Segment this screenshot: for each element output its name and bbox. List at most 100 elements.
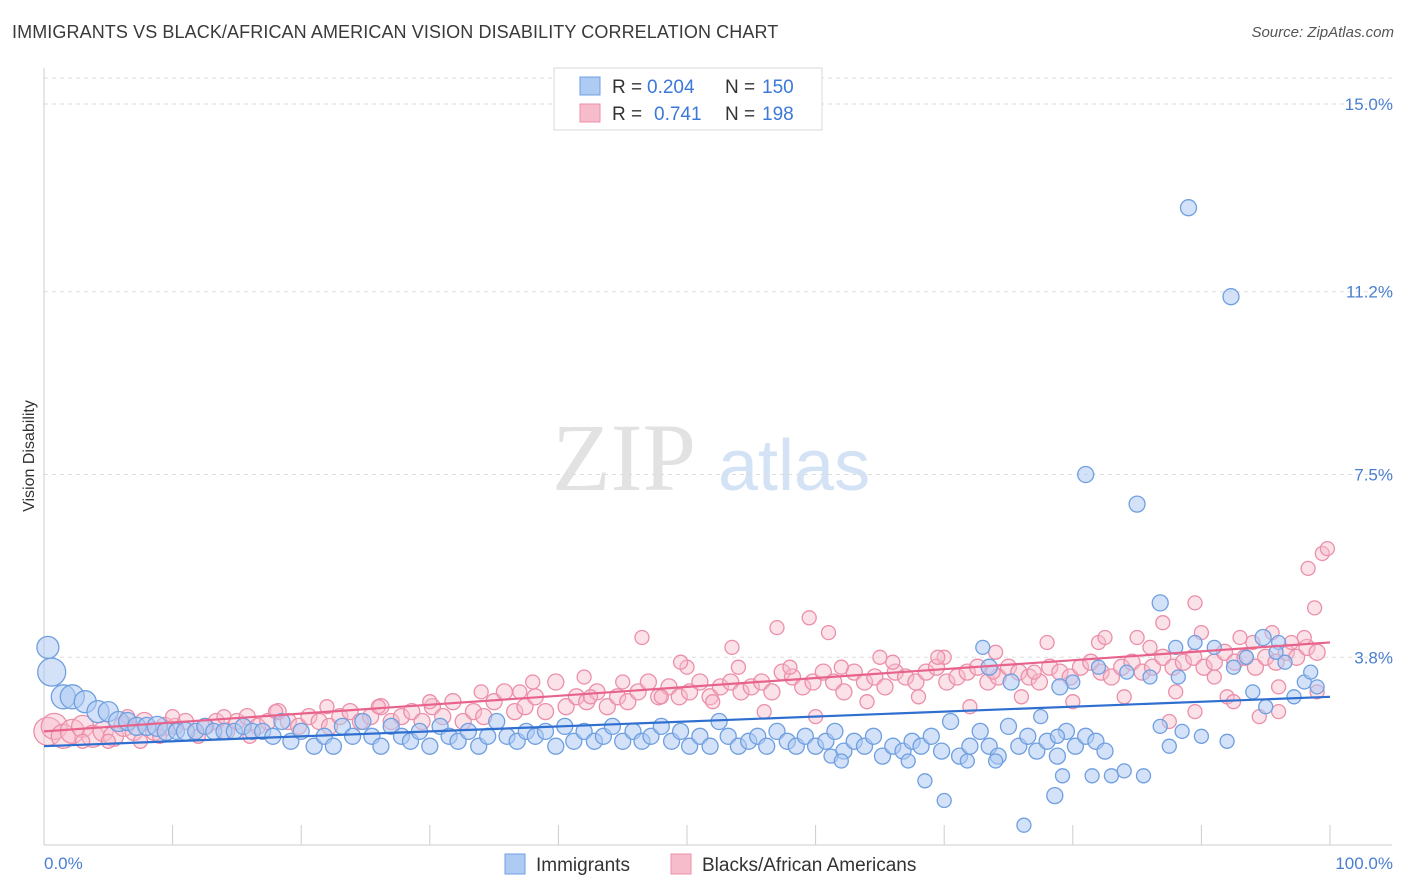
immigrants-point-158 — [1051, 678, 1069, 696]
blacks-point-128 — [859, 694, 875, 710]
immigrants-point-128 — [1258, 699, 1274, 715]
immigrants-point-46 — [488, 712, 506, 731]
blacks-point-131 — [1013, 689, 1030, 705]
y-tick-label-2: 11.2% — [1346, 283, 1393, 302]
blacks-point-153 — [473, 684, 489, 700]
blacks-point-146 — [1142, 639, 1158, 656]
blacks-point-161 — [930, 649, 946, 665]
immigrants-point-144 — [1277, 654, 1293, 670]
immigrants-point-149 — [1033, 708, 1049, 725]
immigrants-point-63 — [652, 717, 670, 736]
blacks-point-141 — [885, 654, 901, 670]
bottom-swatch-blacks — [670, 853, 692, 875]
immigrants-point-146 — [1170, 669, 1186, 685]
blacks-point-151 — [576, 669, 592, 685]
blacks-point-86 — [917, 663, 935, 681]
blacks-point-126 — [756, 703, 772, 720]
blacks-point-152 — [525, 674, 541, 690]
immigrants-point-85 — [864, 727, 883, 745]
blacks-point-129 — [910, 689, 927, 705]
blacks-point-166 — [1187, 595, 1203, 611]
blacks-point-134 — [1168, 684, 1184, 700]
immigrants-point-120 — [1103, 768, 1120, 784]
blacks-point-187 — [319, 699, 335, 715]
blacks-point-192 — [74, 733, 91, 749]
series-legend: Immigrants Blacks/African Americans — [504, 853, 916, 876]
legend-r-label-2: R = — [612, 104, 642, 125]
immigrants-point-58 — [603, 717, 622, 736]
immigrants-point-155 — [1046, 786, 1064, 805]
blacks-point-52 — [567, 688, 586, 706]
blacks-point-136 — [1270, 679, 1287, 695]
blacks-point-42 — [464, 702, 483, 721]
immigrants-point-45 — [479, 727, 497, 745]
blacks-point-64 — [691, 673, 709, 691]
blacks-point-140 — [833, 659, 849, 675]
stats-legend: R = 0.204 N = 150 R = 0.741 N = 198 — [553, 67, 823, 131]
immigrants-point-126 — [1219, 733, 1235, 749]
immigrants-point-127 — [1245, 684, 1261, 700]
blacks-point-157 — [769, 619, 785, 636]
blacks-point-88 — [938, 673, 956, 691]
immigrants-point-104 — [1048, 747, 1067, 765]
blacks-point-160 — [872, 649, 888, 665]
immigrants-point-121 — [1116, 763, 1132, 779]
trend-line-blacks — [43, 641, 1331, 733]
blacks-point-159 — [820, 624, 837, 641]
y-tick-label-1: 7.5% — [1354, 466, 1393, 485]
blacks-point-66 — [711, 678, 730, 696]
blacks-point-186 — [370, 699, 387, 715]
blacks-point-143 — [987, 644, 1004, 660]
immigrants-point-130 — [1286, 689, 1302, 705]
immigrants-point-113 — [959, 753, 975, 769]
blacks-point-150 — [615, 674, 631, 690]
immigrants-point-95 — [961, 737, 979, 755]
chart-title: IMMIGRANTS VS BLACK/AFRICAN AMERICAN VIS… — [12, 22, 779, 42]
blacks-point-175 — [1187, 703, 1203, 720]
trend-line-immigrants — [43, 695, 1331, 748]
blacks-point-132 — [1065, 694, 1081, 710]
blacks-point-169 — [1283, 634, 1300, 651]
y-tick-label-3: 15.0% — [1345, 95, 1393, 114]
immigrants-point-115 — [917, 773, 933, 789]
blacks-point-170 — [1129, 629, 1145, 646]
immigrants-point-154 — [1151, 594, 1169, 612]
immigrants-point-135 — [1090, 659, 1107, 675]
immigrants-point-152 — [1179, 199, 1198, 217]
blacks-point-172 — [1270, 703, 1287, 720]
source-label: Source: ZipAtlas.com — [1251, 24, 1394, 41]
immigrants-point-138 — [1168, 639, 1184, 656]
immigrants-point-81 — [826, 722, 844, 741]
blacks-point-180 — [1319, 540, 1336, 557]
blacks-point-182 — [582, 689, 599, 705]
immigrants-point-119 — [1084, 768, 1100, 784]
y-axis-label: Vision Disability — [21, 400, 38, 512]
y-tick-label-0: 3.8% — [1354, 648, 1393, 667]
grid — [44, 77, 1392, 658]
immigrants-point-140 — [1206, 639, 1222, 656]
watermark-zip: ZIP — [552, 404, 696, 511]
immigrants-point-117 — [1016, 817, 1032, 833]
immigrants-point-118 — [1054, 768, 1071, 784]
blacks-point-59 — [639, 673, 658, 691]
immigrants-point-122 — [1135, 768, 1152, 784]
blacks-point-45 — [495, 683, 514, 701]
legend-n-label-1: N = — [725, 77, 755, 98]
blacks-point-193 — [100, 733, 116, 749]
immigrants-point-68 — [701, 737, 719, 755]
blacks-point-125 — [705, 694, 721, 710]
immigrants-point-159 — [1254, 628, 1272, 647]
legend-n-value-1: 150 — [762, 77, 794, 98]
immigrants-point-157 — [1002, 673, 1020, 691]
blacks-point-138 — [730, 659, 747, 675]
immigrants-point-137 — [1142, 669, 1158, 685]
axes — [43, 68, 1392, 846]
immigrants-point-145 — [1303, 664, 1319, 680]
immigrants-point-101 — [1019, 727, 1037, 745]
immigrants-point-39 — [421, 737, 439, 755]
immigrants-point-116 — [936, 792, 952, 809]
immigrants-point-123 — [1161, 738, 1177, 754]
blacks-point-167 — [1232, 629, 1248, 646]
blacks-point-82 — [876, 678, 894, 696]
